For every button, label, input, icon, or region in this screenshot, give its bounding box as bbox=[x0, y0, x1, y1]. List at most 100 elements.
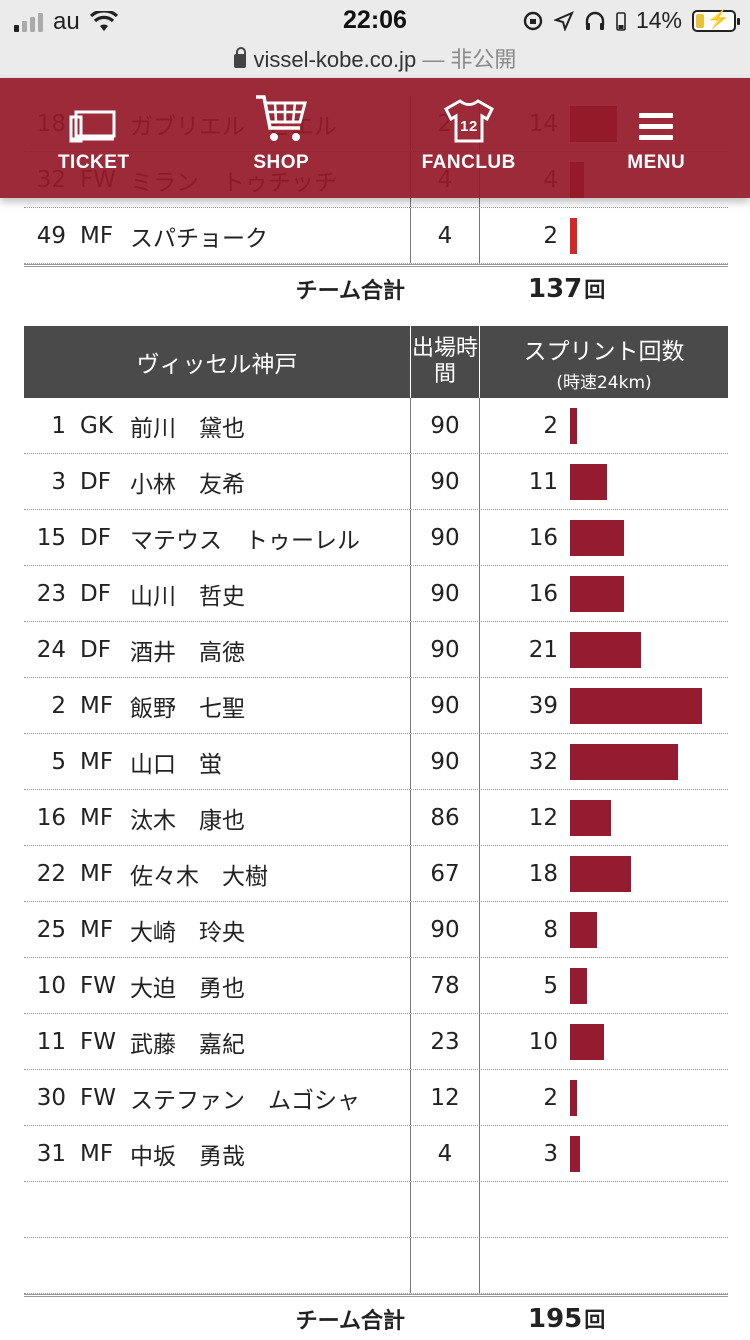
player-number: 3 bbox=[30, 469, 66, 495]
player-position: MF bbox=[80, 749, 116, 775]
player-name: 山口 蛍 bbox=[130, 745, 222, 779]
battery-percent: 14% bbox=[636, 7, 682, 34]
sprint-count: 10 bbox=[480, 1029, 570, 1055]
player-number: 30 bbox=[30, 1085, 66, 1111]
sprint-count: 18 bbox=[480, 861, 570, 887]
sprint-count: 32 bbox=[480, 749, 570, 775]
player-position: FW bbox=[80, 1029, 116, 1055]
sprint-bar bbox=[570, 968, 587, 1004]
sprint-bar bbox=[570, 1136, 580, 1172]
play-time: 90 bbox=[411, 566, 480, 621]
player-name: スパチョーク bbox=[130, 219, 268, 253]
player-name: 大迫 勇也 bbox=[130, 969, 245, 1003]
nav-fanclub[interactable]: 12 FANCLUB bbox=[375, 78, 563, 198]
nav-ticket-label: TICKET bbox=[58, 152, 130, 174]
sprint-count: 5 bbox=[480, 973, 570, 999]
play-time: 67 bbox=[411, 846, 480, 901]
sprint-bar bbox=[570, 632, 641, 668]
total-value: 137 bbox=[528, 274, 582, 304]
battery-icon: ⚡ bbox=[692, 10, 736, 32]
player-name: ステファン ムゴシャ bbox=[130, 1081, 360, 1115]
sprint-bar bbox=[570, 576, 624, 612]
status-bar: au 22:06 14% ⚡ bbox=[0, 0, 750, 40]
player-cell: 10 FW 大迫 勇也 bbox=[24, 958, 411, 1013]
sprint-bar bbox=[570, 856, 631, 892]
sprint-cell: 16 bbox=[480, 566, 728, 621]
player-number: 10 bbox=[30, 973, 66, 999]
nav-ticket[interactable]: TICKET bbox=[0, 78, 188, 198]
sprint-count: 2 bbox=[480, 413, 570, 439]
play-time: 90 bbox=[411, 902, 480, 957]
player-number: 2 bbox=[30, 693, 66, 719]
sprint-count: 16 bbox=[480, 525, 570, 551]
player-position: MF bbox=[80, 917, 116, 943]
sprint-cell: 5 bbox=[480, 958, 728, 1013]
play-time: 90 bbox=[411, 622, 480, 677]
address-bar[interactable]: vissel-kobe.co.jp — 非公開 bbox=[0, 40, 750, 78]
player-name: 飯野 七聖 bbox=[130, 689, 245, 723]
sprint-count: 2 bbox=[480, 223, 570, 249]
player-position: FW bbox=[80, 1085, 116, 1111]
header-sprint-count: スプリント回数 bbox=[524, 332, 685, 366]
player-name: 山川 哲史 bbox=[130, 577, 245, 611]
sprint-bar bbox=[570, 688, 702, 724]
nav-menu[interactable]: MENU bbox=[563, 78, 750, 198]
play-time: 4 bbox=[411, 1126, 480, 1181]
player-number: 1 bbox=[30, 413, 66, 439]
header-sprint-sub: (時速24km) bbox=[556, 368, 651, 393]
lock-icon bbox=[234, 54, 246, 68]
url-domain: vissel-kobe.co.jp bbox=[254, 47, 417, 72]
sprint-cell: 8 bbox=[480, 902, 728, 957]
player-position: MF bbox=[80, 805, 116, 831]
total-label: チーム合計 bbox=[24, 1303, 411, 1335]
player-position: FW bbox=[80, 973, 116, 999]
sprint-cell: 2 bbox=[480, 398, 728, 453]
sprint-bar bbox=[570, 912, 597, 948]
player-position: MF bbox=[80, 861, 116, 887]
play-time: 86 bbox=[411, 790, 480, 845]
nav-shop[interactable]: SHOP bbox=[188, 78, 376, 198]
sprint-cell: 32 bbox=[480, 734, 728, 789]
sprint-bar bbox=[570, 408, 577, 444]
sprint-cell: 2 bbox=[480, 1070, 728, 1125]
player-number: 24 bbox=[30, 637, 66, 663]
home-team-total: チーム合計 195回 bbox=[24, 1294, 728, 1340]
player-position: GK bbox=[80, 413, 116, 439]
sprint-bar bbox=[570, 1080, 577, 1116]
empty-row bbox=[24, 1238, 728, 1294]
ticket-icon bbox=[68, 108, 120, 144]
sprint-count: 2 bbox=[480, 1085, 570, 1111]
jersey-icon: 12 bbox=[443, 98, 495, 144]
play-time: 90 bbox=[411, 678, 480, 733]
player-name: 大崎 玲央 bbox=[130, 913, 245, 947]
player-name: 佐々木 大樹 bbox=[130, 857, 268, 891]
play-time: 90 bbox=[411, 398, 480, 453]
headphones-icon bbox=[584, 11, 606, 31]
sprint-count: 12 bbox=[480, 805, 570, 831]
player-number: 25 bbox=[30, 917, 66, 943]
nav-fanclub-label: FANCLUB bbox=[422, 152, 516, 174]
player-name: 中坂 勇哉 bbox=[130, 1137, 245, 1171]
header-team-name: ヴィッセル神戸 bbox=[24, 326, 411, 398]
sprint-count: 3 bbox=[480, 1141, 570, 1167]
sprint-count: 8 bbox=[480, 917, 570, 943]
